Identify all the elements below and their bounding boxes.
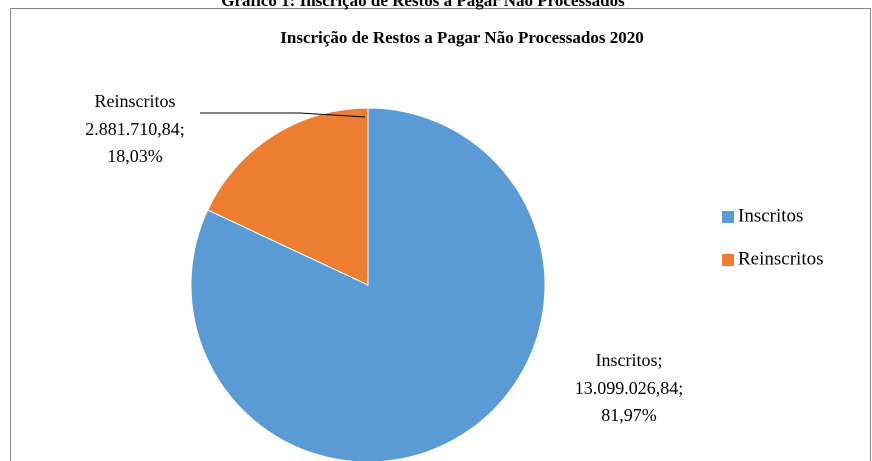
- data-label-percent: 81,97%: [601, 405, 657, 425]
- data-label-name: Reinscritos: [95, 91, 176, 111]
- legend-label: Reinscritos: [738, 248, 824, 269]
- data-label-percent: 18,03%: [107, 146, 163, 166]
- legend-swatch: [722, 211, 734, 223]
- legend-label: Inscritos: [738, 205, 803, 226]
- pie-slice: [190, 107, 546, 461]
- legend-swatch: [722, 254, 734, 266]
- data-label-value: 13.099.026,84;: [575, 378, 684, 398]
- chart-title: Inscrição de Restos a Pagar Não Processa…: [280, 28, 643, 47]
- pie-slice: [207, 107, 369, 286]
- data-label-value: 2.881.710,84;: [85, 119, 185, 139]
- caption: Gráfico 1: Inscrição de Restos a Pagar N…: [221, 0, 625, 10]
- data-label-name: Inscritos;: [596, 350, 663, 370]
- leader-line: [200, 112, 366, 118]
